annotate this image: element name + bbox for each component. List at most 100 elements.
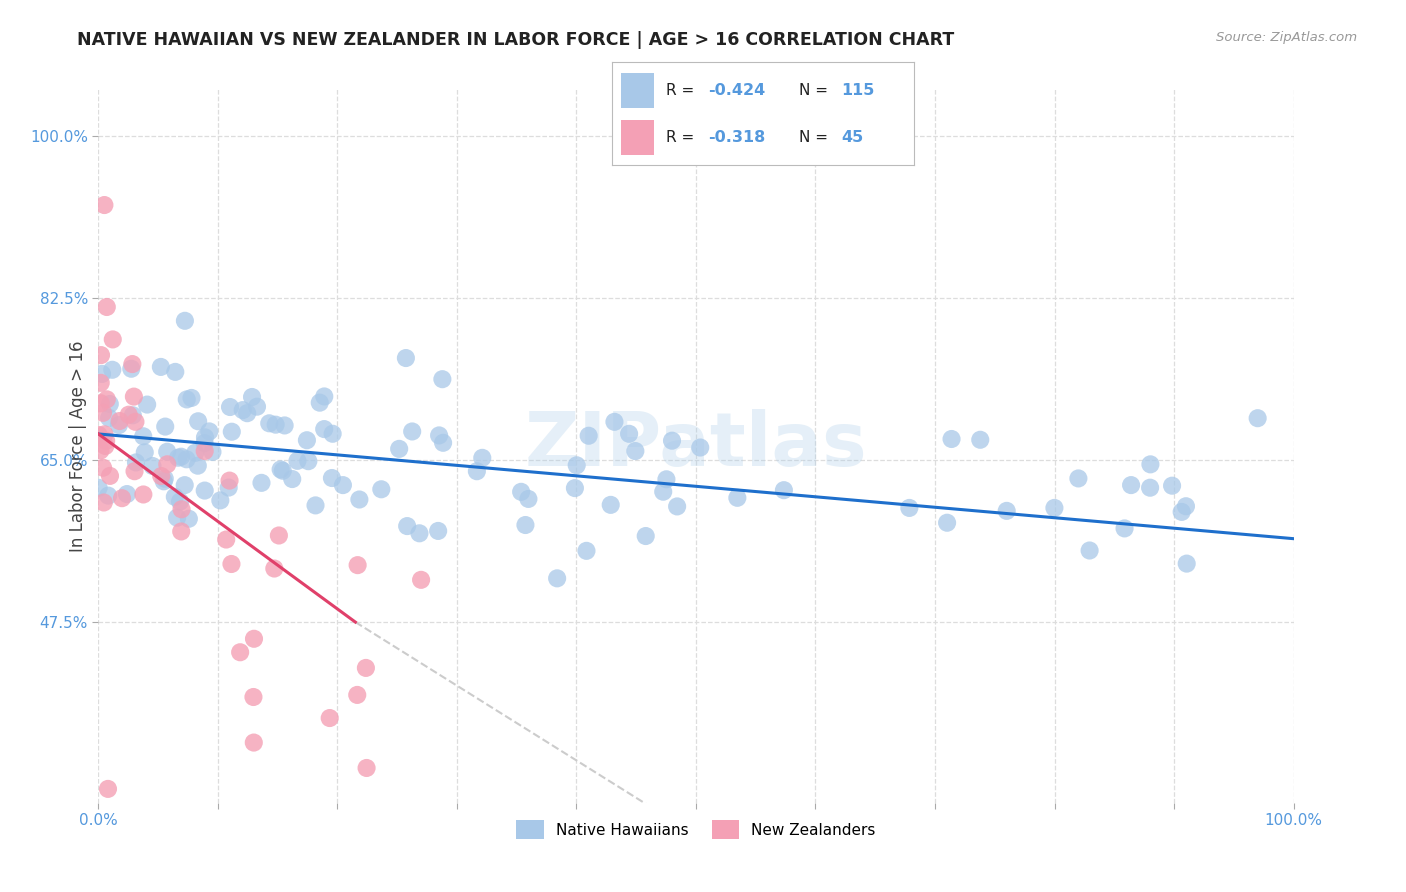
Point [156,444,179,458]
Point [617,426,640,441]
Point [132,429,155,443]
Point [465,464,488,478]
Point [634,529,657,543]
Point [193,436,215,450]
Point [1119,478,1142,492]
Point [603,415,626,429]
Text: N =: N = [799,130,832,145]
Point [565,458,588,473]
Point [308,395,330,409]
Point [318,711,340,725]
Point [101,333,124,347]
Point [578,429,600,443]
Point [91,460,114,475]
Point [689,441,711,455]
Point [599,498,621,512]
Point [174,314,197,328]
Point [510,484,533,499]
Point [1161,479,1184,493]
Point [281,472,304,486]
Point [187,458,209,473]
Point [322,426,344,441]
Text: -0.318: -0.318 [709,130,766,145]
Point [122,390,145,404]
Point [1139,458,1161,472]
Point [153,472,176,486]
Point [94,439,117,453]
Point [166,510,188,524]
Point [155,419,177,434]
Point [346,558,368,573]
Point [215,533,238,547]
Point [941,432,963,446]
Point [173,478,195,492]
Point [349,492,371,507]
Point [91,406,114,420]
Point [93,198,115,212]
Text: R =: R = [666,83,699,97]
Point [108,418,131,433]
Point [108,414,131,428]
Point [136,398,159,412]
Point [243,632,266,646]
Point [287,454,309,468]
Point [408,526,430,541]
Text: 115: 115 [841,83,875,97]
Point [1078,543,1101,558]
Text: R =: R = [666,130,699,145]
Point [93,427,115,442]
Point [250,475,273,490]
Point [246,400,269,414]
Point [180,391,202,405]
Point [152,475,174,489]
Point [156,458,179,472]
Text: ZIPatlas: ZIPatlas [524,409,868,483]
Point [395,351,418,365]
Point [87,428,110,442]
Point [1139,481,1161,495]
Point [471,450,494,465]
Point [242,690,264,704]
Point [90,396,112,410]
Point [995,504,1018,518]
Text: N =: N = [799,83,832,97]
Point [304,499,326,513]
Point [198,425,221,439]
Point [91,367,114,381]
Point [270,462,292,476]
Point [354,661,377,675]
Point [194,430,217,444]
Point [96,392,118,407]
Point [124,415,146,429]
Point [564,481,586,495]
Point [396,519,419,533]
Point [1247,411,1270,425]
Point [321,471,343,485]
Point [263,561,285,575]
Point [176,392,198,407]
Point [388,442,411,456]
Bar [620,73,654,108]
Point [427,524,450,538]
Point [90,376,112,390]
Point [134,445,156,459]
Point [169,494,191,508]
Point [165,365,187,379]
Bar [620,120,654,155]
Point [1175,500,1198,514]
Point [90,348,112,362]
Text: NATIVE HAWAIIAN VS NEW ZEALANDER IN LABOR FORCE | AGE > 16 CORRELATION CHART: NATIVE HAWAIIAN VS NEW ZEALANDER IN LABO… [77,31,955,49]
Point [149,359,172,374]
Text: Source: ZipAtlas.com: Source: ZipAtlas.com [1216,31,1357,45]
Point [170,524,193,539]
Point [898,500,921,515]
Point [661,434,683,448]
Point [936,516,959,530]
Point [427,428,450,442]
Point [111,491,134,505]
Point [218,481,240,495]
Text: -0.424: -0.424 [709,83,766,97]
Point [356,761,378,775]
Point [666,500,689,514]
Point [132,487,155,501]
